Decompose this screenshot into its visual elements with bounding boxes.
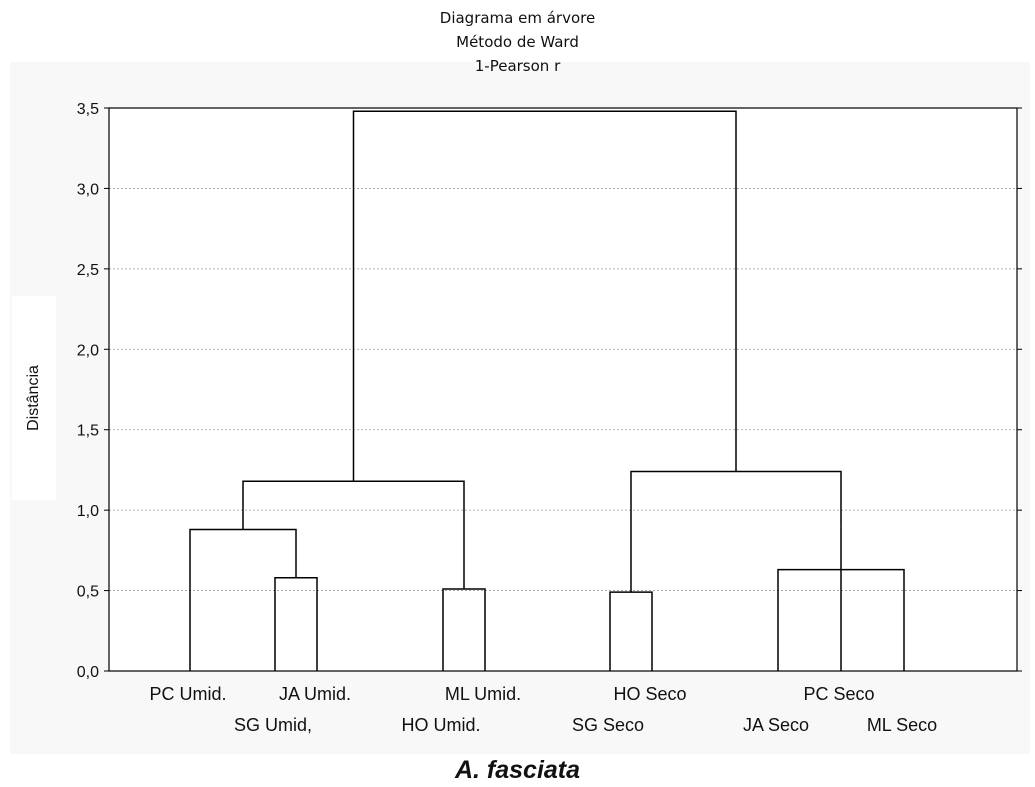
- leaf-label: SG Umid,: [234, 715, 312, 735]
- plot-area: [109, 108, 1017, 671]
- y-tick-label: 2,5: [77, 262, 99, 279]
- leaf-label: PC Umid.: [149, 684, 226, 704]
- y-tick-label: 1,0: [77, 503, 99, 520]
- leaf-label: JA Seco: [743, 715, 809, 735]
- leaf-label: HO Seco: [613, 684, 686, 704]
- leaf-label: ML Seco: [867, 715, 937, 735]
- chart-title-line-2: Método de Ward: [456, 33, 579, 51]
- y-tick-label: 2,0: [77, 342, 99, 359]
- leaf-label: JA Umid.: [279, 684, 351, 704]
- y-tick-label: 1,5: [77, 423, 99, 440]
- y-axis-label-background: [12, 296, 56, 500]
- y-tick-label: 0,0: [77, 664, 99, 681]
- chart-title-line-3: 1-Pearson r: [474, 57, 561, 75]
- y-tick-label: 3,5: [77, 101, 99, 118]
- leaf-label: HO Umid.: [401, 715, 480, 735]
- y-tick-label: 0,5: [77, 584, 99, 601]
- leaf-label: ML Umid.: [445, 684, 521, 704]
- leaf-label: SG Seco: [572, 715, 644, 735]
- y-tick-label: 3,0: [77, 181, 99, 198]
- chart-title-line-1: Diagrama em árvore: [439, 9, 596, 27]
- leaf-label: PC Seco: [803, 684, 874, 704]
- plot-frame: [108, 107, 1018, 672]
- species-caption: A. fasciata: [454, 756, 581, 784]
- dendrogram-link: [352, 110, 737, 482]
